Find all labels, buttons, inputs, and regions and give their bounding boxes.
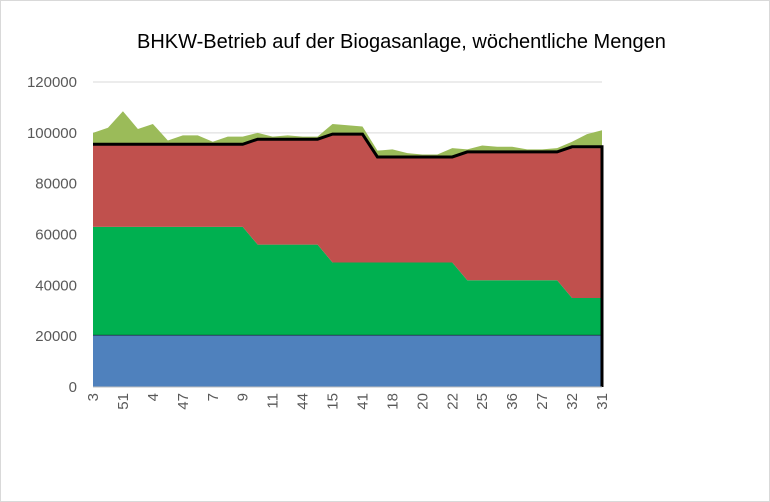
x-tick-label: 15 — [325, 393, 342, 410]
x-tick-label: 9 — [235, 393, 252, 401]
x-tick-label: 11 — [265, 393, 282, 409]
chart-title: BHKW-Betrieb auf der Biogasanlage, wöche… — [137, 31, 666, 53]
x-tick-label: 18 — [384, 393, 401, 410]
x-tick-label: 36 — [504, 393, 521, 410]
x-tick-label: 3 — [85, 393, 102, 401]
y-tick-label: 80000 — [35, 176, 77, 193]
y-tick-label: 20000 — [35, 328, 77, 345]
x-tick-label: 20 — [414, 393, 431, 410]
area-series — [93, 111, 604, 388]
x-tick-label: 22 — [444, 393, 461, 410]
area-series-0 — [93, 334, 602, 387]
x-tick-label: 41 — [354, 393, 371, 410]
x-tick-label: 51 — [115, 393, 132, 410]
black-outline-line — [93, 132, 604, 387]
y-tick-label: 40000 — [35, 277, 77, 294]
area-series-2 — [93, 134, 602, 299]
area-series-1 — [93, 226, 602, 335]
x-tick-label: 27 — [534, 393, 551, 410]
y-axis-tick-labels: 0 20000 40000 60000 80000 100000 120000 — [27, 74, 77, 396]
y-tick-label: 60000 — [35, 227, 77, 244]
x-tick-label: 7 — [205, 393, 222, 401]
x-tick-label: 25 — [474, 393, 491, 410]
y-tick-label: 120000 — [27, 74, 77, 91]
x-tick-label: 32 — [564, 393, 581, 410]
y-tick-label: 100000 — [27, 125, 77, 142]
x-axis-tick-labels: 3 51 4 47 7 9 11 44 15 41 18 20 22 25 36 27 32 31 — [85, 393, 611, 410]
y-tick-label: 0 — [69, 379, 77, 396]
x-tick-label: 31 — [594, 393, 611, 410]
x-tick-label: 47 — [175, 393, 192, 410]
x-tick-label: 4 — [145, 393, 162, 401]
x-tick-label: 44 — [295, 393, 312, 410]
